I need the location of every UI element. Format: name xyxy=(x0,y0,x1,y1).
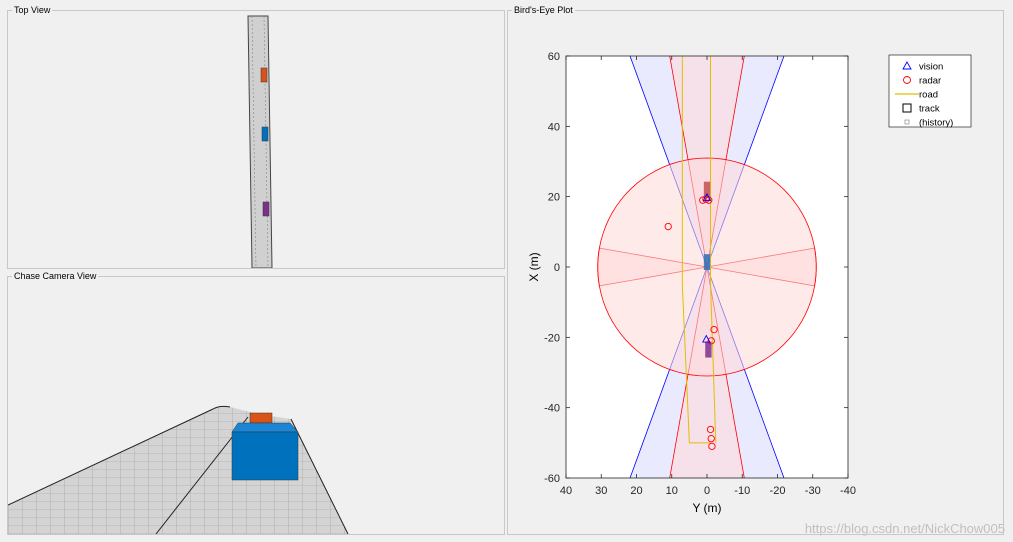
radar-detection xyxy=(707,434,715,443)
top-view-scene[interactable] xyxy=(8,11,504,269)
x-tick-label: -10 xyxy=(734,485,750,497)
legend-box xyxy=(888,54,972,128)
x-tick-label: 40 xyxy=(560,485,572,497)
follow-car xyxy=(262,201,270,217)
ego-car xyxy=(261,126,269,142)
legend-label: vision xyxy=(919,62,943,73)
y-tick-label: -40 xyxy=(544,403,560,415)
ego-car xyxy=(231,431,299,481)
legend-item: track xyxy=(902,103,940,115)
legend-label: track xyxy=(919,104,940,115)
x-tick-label: -40 xyxy=(840,485,856,497)
ego-car-roof xyxy=(231,422,299,433)
legend-label: road xyxy=(919,90,938,101)
y-tick-label: 0 xyxy=(554,262,560,274)
chase-road-edge xyxy=(290,418,349,535)
birds-eye-panel: Bird's-Eye Plot 40 30 20 10 0 -10 -20 -30 -40 60 4… xyxy=(507,5,1004,535)
tracks xyxy=(703,181,712,358)
y-tick-label: 40 xyxy=(548,121,560,133)
triangle-icon xyxy=(902,61,912,70)
radar-detection xyxy=(706,425,715,434)
road-boundary xyxy=(681,56,711,444)
birds-eye-chart[interactable]: 40 30 20 10 0 -10 -20 -30 -40 60 40 20 0 -20 -40 -60 Y … xyxy=(508,11,1003,534)
vision-detection xyxy=(702,334,711,343)
x-axis-label: Y (m) xyxy=(692,501,721,515)
chase-camera-title: Chase Camera View xyxy=(12,271,99,281)
watermark: https://blog.csdn.net/NickChow005 xyxy=(804,521,1005,536)
road-boundaries xyxy=(681,56,717,444)
legend-item: road xyxy=(895,90,938,101)
y-tick-label: -20 xyxy=(544,332,560,344)
legend-item: radar xyxy=(903,76,941,87)
small-square-icon xyxy=(904,119,910,125)
lead-car xyxy=(249,412,273,424)
top-view-panel: Top View xyxy=(7,5,505,269)
x-tick-label: 30 xyxy=(595,485,607,497)
detections xyxy=(664,192,718,450)
chase-road-edge xyxy=(7,405,231,506)
radar-detection xyxy=(664,222,672,231)
birds-eye-title: Bird's-Eye Plot xyxy=(512,5,575,15)
circle-icon xyxy=(903,76,911,84)
road-boundary xyxy=(710,56,717,443)
square-icon xyxy=(902,103,912,113)
chase-camera-scene[interactable] xyxy=(7,277,504,535)
legend-item: vision xyxy=(902,61,943,73)
x-tick-label: 10 xyxy=(666,485,678,497)
radar-detection xyxy=(707,337,715,345)
radar-detection xyxy=(710,325,718,334)
legend-item: (history) xyxy=(904,118,953,129)
legend-label: radar xyxy=(919,76,941,87)
legend[interactable]: vision radar road track (history) xyxy=(888,54,972,129)
y-tick-label: 60 xyxy=(548,51,560,63)
track-marker xyxy=(705,341,712,358)
chase-camera-panel: Chase Camera View xyxy=(7,271,505,535)
top-road xyxy=(247,15,273,269)
lead-car xyxy=(260,67,268,83)
legend-label: (history) xyxy=(919,118,953,129)
y-axis-label: X (m) xyxy=(527,252,541,281)
vision-detection xyxy=(702,192,712,201)
top-view-title: Top View xyxy=(12,5,53,15)
radar-detection xyxy=(708,442,716,450)
x-tick-label: 0 xyxy=(704,485,710,497)
axis-ticks: 40 30 20 10 0 -10 -20 -30 -40 60 40 20 0 -20 -40 -60 xyxy=(544,51,856,497)
x-tick-label: -20 xyxy=(770,485,786,497)
y-tick-label: -60 xyxy=(544,473,560,485)
x-tick-label: 20 xyxy=(630,485,642,497)
track-marker xyxy=(703,181,711,198)
track-marker xyxy=(703,254,711,270)
x-tick-label: -30 xyxy=(805,485,821,497)
y-tick-label: 20 xyxy=(548,192,560,204)
